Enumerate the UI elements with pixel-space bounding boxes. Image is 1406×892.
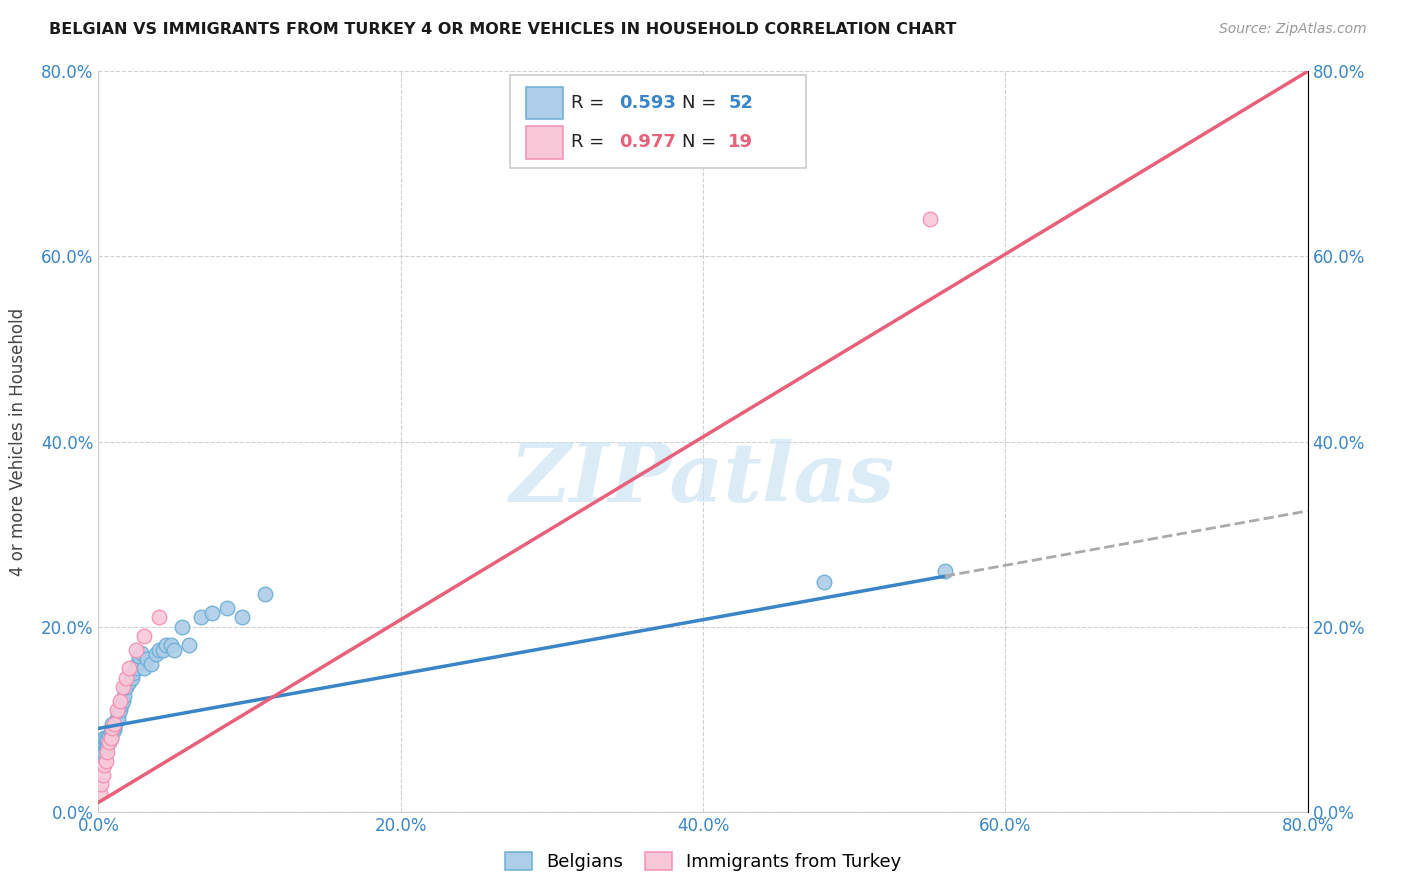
Point bbox=[125, 642, 148, 657]
Point bbox=[100, 731, 122, 745]
Text: 19: 19 bbox=[728, 134, 754, 152]
Point bbox=[110, 698, 132, 713]
Point bbox=[155, 638, 177, 652]
Point bbox=[148, 642, 170, 657]
Text: BELGIAN VS IMMIGRANTS FROM TURKEY 4 OR MORE VEHICLES IN HOUSEHOLD CORRELATION CH: BELGIAN VS IMMIGRANTS FROM TURKEY 4 OR M… bbox=[49, 22, 956, 37]
Point bbox=[94, 731, 117, 745]
FancyBboxPatch shape bbox=[526, 126, 562, 159]
Point bbox=[121, 671, 143, 685]
Point bbox=[112, 689, 135, 703]
Point bbox=[100, 726, 122, 740]
Point bbox=[118, 675, 141, 690]
Point bbox=[107, 712, 129, 726]
Text: 0.977: 0.977 bbox=[620, 134, 676, 152]
Point bbox=[105, 703, 128, 717]
Point bbox=[89, 786, 111, 800]
Point bbox=[253, 587, 276, 601]
Point bbox=[129, 646, 152, 660]
Point bbox=[91, 767, 114, 781]
Point bbox=[103, 720, 125, 734]
Point bbox=[122, 665, 145, 680]
Point bbox=[179, 638, 201, 652]
Point bbox=[160, 638, 183, 652]
Point bbox=[94, 754, 117, 768]
Point bbox=[100, 731, 122, 745]
Text: 52: 52 bbox=[728, 95, 754, 112]
Point bbox=[128, 649, 150, 664]
Legend: Belgians, Immigrants from Turkey: Belgians, Immigrants from Turkey bbox=[498, 846, 908, 879]
Point bbox=[135, 652, 157, 666]
Text: R =: R = bbox=[571, 95, 610, 112]
Point bbox=[132, 629, 155, 643]
Point bbox=[91, 735, 114, 749]
Point bbox=[104, 716, 127, 731]
Point bbox=[127, 655, 149, 669]
Point bbox=[148, 610, 170, 624]
Text: N =: N = bbox=[682, 134, 723, 152]
Point bbox=[103, 723, 125, 738]
Point bbox=[145, 648, 167, 662]
Point bbox=[96, 745, 118, 759]
Point bbox=[170, 619, 193, 633]
Point bbox=[101, 722, 124, 736]
Point bbox=[94, 741, 117, 756]
Point bbox=[934, 564, 956, 578]
Point bbox=[108, 694, 131, 708]
Point bbox=[94, 735, 117, 749]
Text: 0.593: 0.593 bbox=[620, 95, 676, 112]
Point bbox=[107, 707, 129, 722]
Text: Source: ZipAtlas.com: Source: ZipAtlas.com bbox=[1219, 22, 1367, 37]
Point bbox=[111, 694, 134, 708]
Point bbox=[111, 680, 134, 694]
FancyBboxPatch shape bbox=[526, 87, 562, 120]
Point bbox=[918, 212, 941, 227]
Point bbox=[114, 671, 136, 685]
Point bbox=[141, 657, 163, 671]
Point bbox=[163, 642, 186, 657]
Point bbox=[108, 703, 131, 717]
Point bbox=[190, 610, 212, 624]
Text: R =: R = bbox=[571, 134, 610, 152]
Point bbox=[118, 661, 141, 675]
Point bbox=[98, 729, 121, 743]
Text: ZIPatlas: ZIPatlas bbox=[510, 439, 896, 518]
Point bbox=[114, 680, 136, 694]
Point bbox=[101, 722, 124, 736]
Point bbox=[132, 661, 155, 675]
Point bbox=[101, 716, 124, 731]
Point bbox=[201, 606, 224, 620]
Point bbox=[152, 642, 174, 657]
Point bbox=[125, 661, 148, 675]
Point bbox=[98, 735, 121, 749]
Point bbox=[103, 716, 125, 731]
Point bbox=[231, 610, 253, 624]
Point bbox=[90, 777, 112, 791]
Point bbox=[98, 735, 121, 749]
FancyBboxPatch shape bbox=[509, 75, 806, 168]
Point bbox=[215, 601, 238, 615]
Point bbox=[105, 712, 128, 726]
Point bbox=[96, 732, 118, 747]
Text: N =: N = bbox=[682, 95, 723, 112]
Point bbox=[96, 738, 118, 752]
Point bbox=[91, 739, 114, 754]
Point bbox=[93, 758, 115, 772]
Point bbox=[93, 731, 115, 745]
Point bbox=[90, 745, 112, 759]
Point bbox=[813, 575, 835, 590]
Y-axis label: 4 or more Vehicles in Household: 4 or more Vehicles in Household bbox=[10, 308, 27, 575]
Point bbox=[93, 745, 115, 759]
